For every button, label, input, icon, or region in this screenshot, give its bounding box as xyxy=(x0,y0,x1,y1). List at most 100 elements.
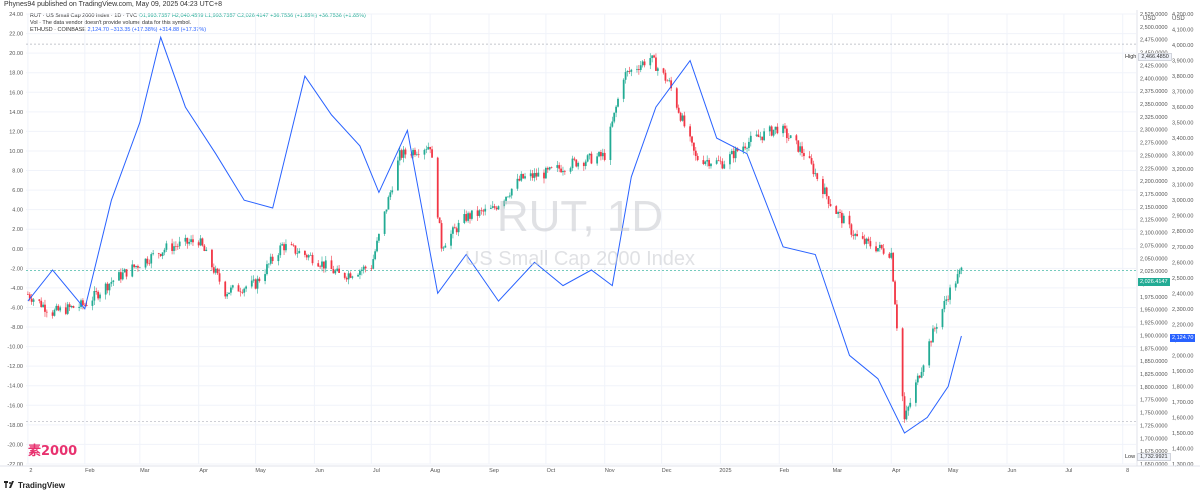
right-axis-eth[interactable]: 4,200.00 4,100.00 4,000.00 3,900.00 3,800.00… xyxy=(1172,12,1193,468)
candle-body xyxy=(916,375,919,383)
candle-body xyxy=(601,152,604,157)
candle-body xyxy=(909,402,912,407)
candle-body xyxy=(787,138,790,139)
eth-tick-label: 2,600.00 xyxy=(1172,260,1193,266)
candle-body xyxy=(317,263,320,267)
eth-tick-label: 4,100.00 xyxy=(1172,28,1193,34)
candle-body xyxy=(228,292,230,295)
x-tick-label: Apr xyxy=(892,468,901,474)
candle-body xyxy=(563,170,566,172)
candle-body xyxy=(478,210,481,216)
candle-body xyxy=(882,248,885,254)
candle-body xyxy=(51,312,54,316)
high-marker: High 2,466.4850 xyxy=(1125,53,1172,61)
candle-body xyxy=(412,149,414,156)
handwritten-annotation: 素2000 xyxy=(28,444,78,459)
candle-body xyxy=(960,267,963,271)
eth-tick-label: 2,200.00 xyxy=(1172,322,1193,328)
x-tick-label: 2 xyxy=(29,468,32,474)
candle-body xyxy=(106,283,109,291)
candle-body xyxy=(696,155,699,161)
candle-body xyxy=(398,150,401,161)
eth-tick-label: 2,700.00 xyxy=(1172,245,1193,251)
left-tick-label: 10.00 xyxy=(9,149,23,155)
candle-body xyxy=(717,160,720,161)
candle-body xyxy=(173,246,175,251)
eth-tick-label: 1,600.00 xyxy=(1172,415,1193,421)
candle-body xyxy=(336,268,339,271)
candle-body xyxy=(907,406,910,411)
rut-tick-label: 2,025.0000 xyxy=(1140,269,1168,275)
candle-body xyxy=(252,279,255,281)
right-axis-rut[interactable]: 2,525.00002,500.00002,475.00002,450.0000… xyxy=(1136,10,1168,468)
candle-body xyxy=(571,158,574,169)
rut-tick-label: 1,700.0000 xyxy=(1140,436,1168,442)
candle-body xyxy=(922,365,925,372)
candle-body xyxy=(894,281,896,305)
left-tick-label: -20.00 xyxy=(7,442,23,448)
eth-tick-label: 3,600.00 xyxy=(1172,105,1193,111)
candle-body xyxy=(835,206,838,214)
rut-tick-label: 1,775.0000 xyxy=(1140,398,1168,404)
candle-body xyxy=(683,115,686,127)
candle-body xyxy=(757,134,760,138)
candle-body xyxy=(816,173,819,180)
candle-body xyxy=(133,264,136,268)
candle-body xyxy=(497,206,500,210)
legend-rut-row[interactable]: RUT · US Small Cap 2000 Index · 1D · TVC… xyxy=(30,13,366,20)
candle-body xyxy=(161,252,164,257)
watermark-title: RUT, 1D xyxy=(496,192,664,241)
candle-body xyxy=(732,150,735,159)
candle-body xyxy=(861,236,864,239)
candle-body xyxy=(138,267,141,269)
left-tick-label: 18.00 xyxy=(9,71,23,77)
left-tick-label: 16.00 xyxy=(9,90,23,96)
candle-body xyxy=(664,72,667,81)
legend-rut-title: RUT · US Small Cap 2000 Index · 1D · TVC xyxy=(30,13,138,19)
eth-tick-label: 1,700.00 xyxy=(1172,400,1193,406)
candle-body xyxy=(573,158,576,160)
eth-tick-label: 3,200.00 xyxy=(1172,167,1193,173)
high-value: 2,466.4850 xyxy=(1138,53,1172,61)
candle-body xyxy=(529,173,532,177)
footer: TradingView xyxy=(4,481,65,490)
eth-tick-label: 1,400.00 xyxy=(1172,446,1193,452)
candle-body xyxy=(945,299,948,301)
candle-body xyxy=(226,294,229,297)
candle-body xyxy=(518,178,521,181)
candle-body xyxy=(749,135,752,142)
rut-candles xyxy=(26,53,963,423)
candle-body xyxy=(856,234,858,237)
candle-body xyxy=(935,327,938,329)
candle-body xyxy=(364,266,367,269)
candle-body xyxy=(159,253,162,257)
candle-body xyxy=(44,304,46,312)
candle-body xyxy=(40,300,43,307)
low-label: Low xyxy=(1125,454,1136,460)
rut-tick-label: 2,500.0000 xyxy=(1140,25,1168,31)
legend-eth-row[interactable]: ETHUSD · COINBASE 2,124.70 −313.35 (+17.… xyxy=(30,27,366,34)
rut-tick-label: 2,250.0000 xyxy=(1140,153,1168,159)
eth-tick-label: 3,100.00 xyxy=(1172,183,1193,189)
time-axis[interactable]: 2 Feb Mar Apr May Jun Jul Aug Sep Oct Nov Dec 2025 Fe… xyxy=(0,465,1200,474)
rut-tick-label: 1,950.0000 xyxy=(1140,308,1168,314)
left-tick-label: -16.00 xyxy=(7,403,23,409)
candle-body xyxy=(281,244,284,246)
candle-body xyxy=(199,238,202,246)
candle-body xyxy=(641,61,644,66)
candle-body xyxy=(785,128,788,139)
candle-body xyxy=(639,65,642,70)
candle-body xyxy=(205,249,208,251)
candle-body xyxy=(920,371,923,378)
candle-body xyxy=(230,287,232,293)
eth-tick-label: 3,400.00 xyxy=(1172,136,1193,142)
candle-body xyxy=(163,249,166,253)
candle-body xyxy=(949,287,951,300)
eth-tick-label: 1,300.00 xyxy=(1172,462,1193,468)
candle-body xyxy=(241,292,244,293)
eth-tick-label: 3,000.00 xyxy=(1172,198,1193,204)
rut-tick-label: 1,900.0000 xyxy=(1140,333,1168,339)
candle-body xyxy=(582,162,585,167)
candle-body xyxy=(507,196,509,198)
